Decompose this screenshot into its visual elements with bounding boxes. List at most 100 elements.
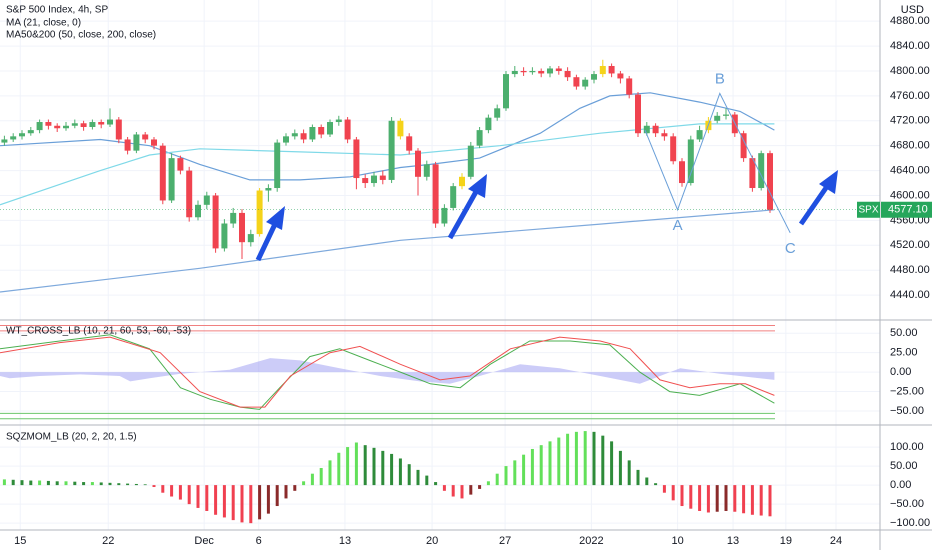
candle-body: [159, 145, 166, 201]
momentum-bar: [275, 485, 279, 507]
candle-body: [80, 123, 87, 128]
momentum-bar: [522, 454, 526, 486]
candle-body: [124, 139, 131, 151]
momentum-bar: [205, 485, 209, 511]
candle-body: [36, 122, 43, 131]
momentum-bar: [398, 458, 402, 486]
candle-body: [133, 134, 140, 151]
candle-body: [406, 136, 413, 151]
candle-body: [652, 125, 659, 134]
candle-body: [142, 134, 149, 140]
candle-body: [696, 130, 703, 140]
candle-body: [626, 78, 633, 95]
candle-body: [115, 119, 122, 140]
momentum-bar: [82, 482, 86, 486]
momentum-bar: [381, 450, 385, 486]
momentum-bar: [425, 475, 429, 486]
candle-body: [107, 119, 113, 125]
candle-body: [195, 204, 201, 218]
momentum-bar: [513, 460, 517, 486]
momentum-bar: [680, 485, 684, 507]
candle-body: [661, 133, 668, 137]
moving-average: [0, 209, 775, 293]
arrow-shaft: [447, 188, 480, 240]
momentum-bar: [759, 485, 763, 516]
momentum-bar: [715, 485, 719, 512]
pattern-label: A: [673, 217, 683, 234]
wt-line: [0, 336, 775, 408]
y-tick-label: 4880.00: [890, 15, 930, 27]
momentum-bar: [434, 482, 438, 486]
momentum-bar: [302, 481, 306, 486]
candle-body: [476, 130, 483, 146]
momentum-bar: [610, 441, 614, 486]
candle-body: [767, 153, 773, 210]
marks: [0, 59, 880, 524]
candle-body: [564, 70, 571, 78]
indicator-legend: WT_CROSS_LB (10, 21, 60, 53, -60, -53): [6, 326, 191, 337]
price-tag: [881, 201, 932, 218]
moving-average: [0, 123, 775, 206]
candle-body: [441, 207, 448, 224]
momentum-bar: [108, 482, 112, 486]
momentum-bar: [372, 447, 376, 486]
momentum-bar: [240, 485, 244, 523]
momentum-bar: [706, 485, 710, 513]
momentum-bar: [750, 485, 754, 515]
arrow-shaft: [798, 183, 831, 226]
momentum-bar: [654, 483, 658, 486]
momentum-bar: [126, 483, 130, 486]
momentum-bar: [618, 450, 622, 486]
candle-body: [529, 70, 536, 73]
arrow-head: [819, 170, 838, 194]
momentum-bar: [310, 473, 314, 486]
momentum-bar: [557, 437, 561, 486]
momentum-bar: [363, 445, 367, 486]
momentum-bar: [698, 485, 702, 511]
pattern-label: B: [715, 70, 725, 87]
candle-body: [538, 70, 545, 74]
candle-body: [203, 195, 210, 205]
candle-body: [511, 70, 518, 75]
arrow-head: [468, 174, 487, 198]
momentum-bar: [152, 485, 156, 488]
momentum-bar: [293, 485, 297, 491]
candle-body: [591, 74, 597, 80]
momentum-bar: [117, 483, 121, 486]
y-tick-label: 4800.00: [890, 65, 930, 77]
candle-body: [247, 234, 254, 243]
momentum-bar: [178, 485, 182, 500]
momentum-bar: [20, 480, 24, 486]
momentum-bar: [134, 483, 138, 486]
y-tick-label: 4440.00: [890, 289, 930, 301]
symbol-tag-label: SPX: [858, 204, 878, 215]
candle-body: [599, 65, 606, 75]
momentum-bar: [636, 469, 640, 486]
momentum-bar: [469, 485, 473, 495]
candle-body: [450, 186, 457, 208]
momentum-bar: [319, 467, 323, 486]
momentum-bar: [266, 485, 270, 514]
candle-body: [291, 133, 298, 137]
momentum-bar: [90, 482, 94, 486]
arrow-shaft: [255, 220, 279, 262]
candle-body: [63, 125, 69, 129]
y-tick-label: 4600.00: [890, 189, 930, 201]
candle-body: [19, 133, 25, 137]
candle-body: [740, 133, 747, 159]
candle-body: [423, 164, 430, 177]
candle-body: [45, 122, 52, 126]
candle-body: [1, 139, 8, 143]
candle-body: [335, 119, 342, 123]
candle-body: [256, 190, 263, 235]
momentum-bar: [187, 485, 191, 505]
momentum-bar: [73, 481, 77, 486]
candle-body: [643, 125, 650, 134]
candle-body: [89, 122, 96, 128]
y-tick-label: 25.00: [890, 347, 918, 359]
y-tick-label: 4720.00: [890, 115, 930, 127]
momentum-bar: [478, 485, 482, 489]
x-tick-label: 6: [256, 535, 262, 547]
indicator-legend: SQZMOM_LB (20, 2, 20, 1.5): [6, 432, 137, 443]
